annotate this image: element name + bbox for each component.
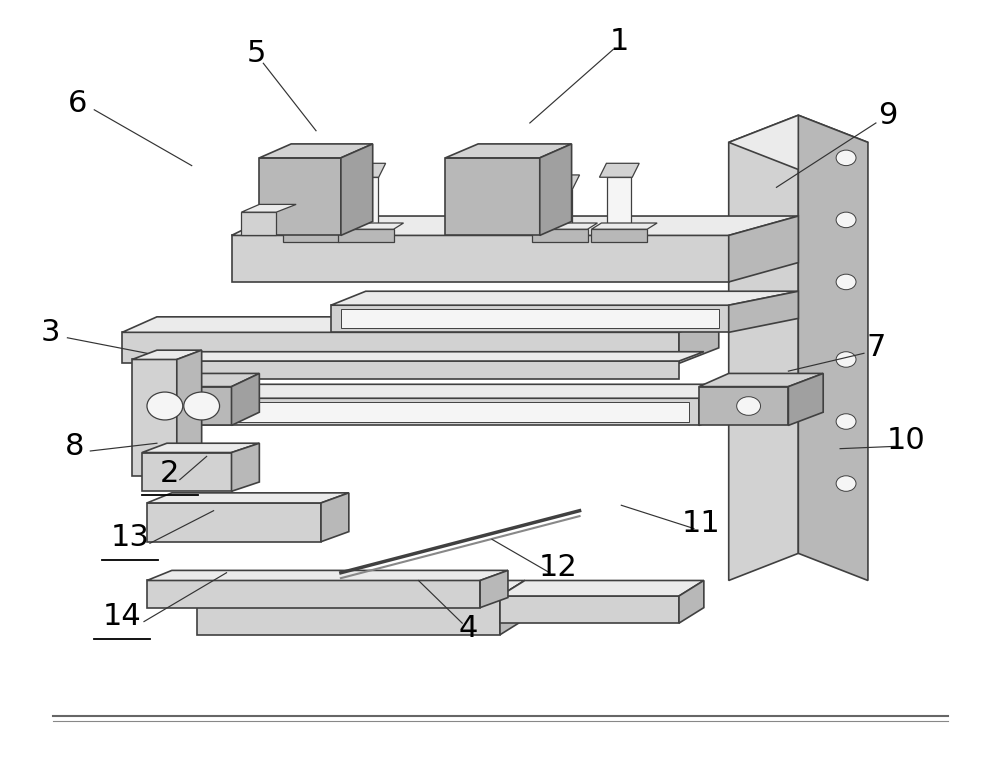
Circle shape <box>836 212 856 227</box>
Polygon shape <box>147 493 349 503</box>
Circle shape <box>836 150 856 166</box>
Polygon shape <box>283 223 349 229</box>
Polygon shape <box>259 158 341 235</box>
Polygon shape <box>291 175 331 189</box>
Circle shape <box>836 476 856 491</box>
Polygon shape <box>540 175 580 189</box>
Polygon shape <box>591 229 647 241</box>
Polygon shape <box>147 580 480 608</box>
Polygon shape <box>480 570 508 608</box>
Circle shape <box>147 392 183 420</box>
Text: 4: 4 <box>458 614 478 643</box>
Polygon shape <box>788 373 823 426</box>
Polygon shape <box>202 384 739 398</box>
Polygon shape <box>607 177 631 235</box>
Polygon shape <box>354 177 378 235</box>
Polygon shape <box>679 317 719 363</box>
Polygon shape <box>445 158 540 235</box>
Text: 12: 12 <box>538 553 577 582</box>
Polygon shape <box>142 452 232 491</box>
Polygon shape <box>147 503 321 542</box>
Text: 1: 1 <box>610 27 629 56</box>
Polygon shape <box>729 116 798 580</box>
Polygon shape <box>142 351 704 361</box>
Polygon shape <box>232 235 729 282</box>
Circle shape <box>836 414 856 430</box>
Polygon shape <box>500 580 525 635</box>
Polygon shape <box>137 387 232 426</box>
Polygon shape <box>500 596 679 623</box>
Circle shape <box>184 392 220 420</box>
Polygon shape <box>142 444 259 452</box>
Polygon shape <box>500 580 704 596</box>
Text: 2: 2 <box>160 459 180 488</box>
Polygon shape <box>341 144 373 235</box>
Polygon shape <box>122 317 719 333</box>
Polygon shape <box>338 223 404 229</box>
Polygon shape <box>283 229 339 241</box>
Polygon shape <box>591 223 657 229</box>
Circle shape <box>836 274 856 290</box>
Text: 5: 5 <box>247 39 266 68</box>
Text: 13: 13 <box>111 523 150 552</box>
Text: 9: 9 <box>878 101 898 130</box>
Polygon shape <box>197 580 525 596</box>
Polygon shape <box>259 144 373 158</box>
Polygon shape <box>548 189 572 235</box>
Polygon shape <box>331 305 729 333</box>
Polygon shape <box>241 205 296 212</box>
Polygon shape <box>202 398 699 426</box>
Text: 8: 8 <box>65 432 84 461</box>
Polygon shape <box>699 384 739 426</box>
Text: 7: 7 <box>866 333 886 362</box>
Polygon shape <box>122 333 679 363</box>
Polygon shape <box>699 387 788 426</box>
Polygon shape <box>729 291 798 333</box>
Polygon shape <box>445 144 572 158</box>
Text: 10: 10 <box>886 426 925 455</box>
Circle shape <box>737 397 761 415</box>
Text: 3: 3 <box>41 318 60 347</box>
Circle shape <box>836 351 856 367</box>
Polygon shape <box>212 402 689 422</box>
Polygon shape <box>147 570 508 580</box>
Polygon shape <box>729 116 868 169</box>
Polygon shape <box>338 229 394 241</box>
Polygon shape <box>132 359 177 476</box>
Text: 14: 14 <box>103 602 141 631</box>
Polygon shape <box>331 291 798 305</box>
Polygon shape <box>142 361 679 379</box>
Polygon shape <box>177 350 202 476</box>
Polygon shape <box>532 229 588 241</box>
Polygon shape <box>532 223 597 229</box>
Polygon shape <box>232 216 798 235</box>
Polygon shape <box>137 373 259 387</box>
Polygon shape <box>197 596 500 635</box>
Text: 6: 6 <box>68 89 87 118</box>
Polygon shape <box>679 580 704 623</box>
Polygon shape <box>599 163 639 177</box>
Polygon shape <box>232 444 259 491</box>
Text: 11: 11 <box>682 509 720 538</box>
Polygon shape <box>699 373 823 387</box>
Polygon shape <box>321 493 349 542</box>
Polygon shape <box>132 350 202 359</box>
Polygon shape <box>341 309 719 329</box>
Polygon shape <box>232 373 259 426</box>
Polygon shape <box>299 189 323 235</box>
Polygon shape <box>798 116 868 580</box>
Polygon shape <box>241 212 276 235</box>
Polygon shape <box>729 216 798 282</box>
Polygon shape <box>540 144 572 235</box>
Polygon shape <box>346 163 386 177</box>
